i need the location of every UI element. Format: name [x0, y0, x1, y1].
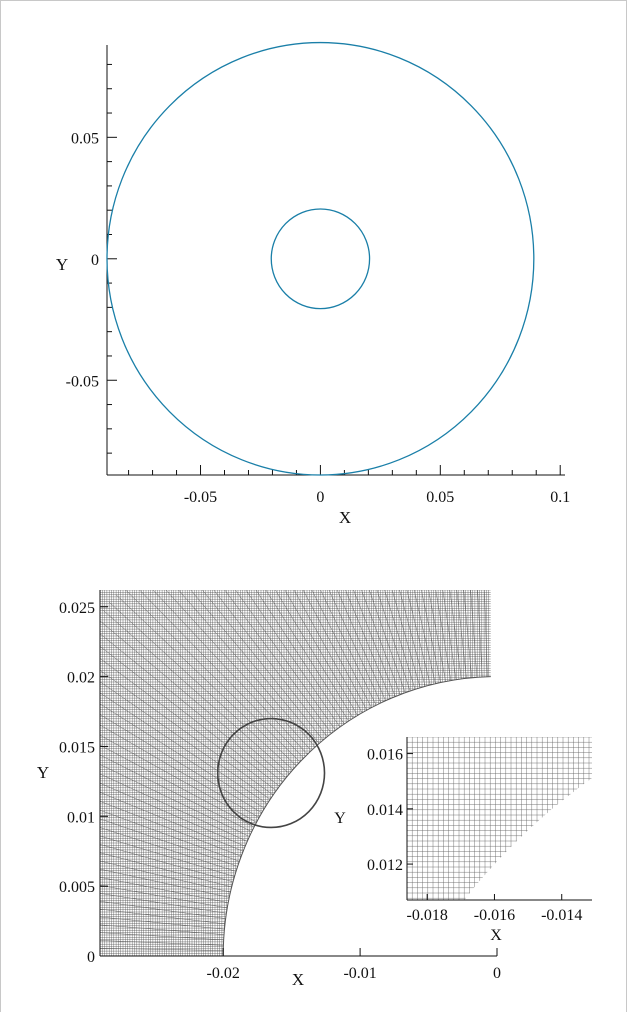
y-tick-label: 0.025	[59, 600, 95, 617]
inset-x-axis-label: X	[490, 927, 502, 944]
inset-mesh-lines	[407, 737, 592, 900]
tick-labels: -0.02 -0.01 0 0 0.005 0.01 0.015 0.02 0.025	[59, 600, 501, 982]
inset-mesh-grid	[407, 737, 592, 900]
inset-axes	[406, 737, 592, 901]
inset-y-tick-label: 0.016	[367, 747, 403, 764]
inset-y-axis-label: Y	[334, 810, 346, 827]
inset-y-tick-label: 0.012	[367, 857, 403, 874]
y-tick-label: -0.05	[66, 373, 99, 390]
inset-x-tick-label: -0.014	[541, 907, 582, 924]
tick-labels: -0.05 0 0.05 0.1 -0.05 0 0.05	[66, 130, 571, 506]
zoom-region-circle	[216, 717, 326, 829]
inset-x-tick-label: -0.016	[474, 907, 515, 924]
y-axis-label: Y	[56, 255, 68, 274]
inner-cylinder-circle	[270, 208, 371, 310]
y-tick-label: 0.02	[67, 670, 95, 687]
ticks	[107, 63, 561, 475]
inset-x-tick-label: -0.018	[407, 907, 448, 924]
y-axis-label: Y	[37, 763, 49, 782]
x-tick-label: -0.05	[184, 489, 217, 506]
y-tick-label: 0.005	[59, 879, 95, 896]
y-tick-label: 0	[87, 949, 95, 966]
x-tick-label: 0.1	[550, 489, 570, 506]
x-tick-label: -0.02	[207, 965, 240, 982]
x-axis-label: X	[339, 508, 351, 527]
x-tick-label: 0.05	[426, 489, 454, 506]
axes	[99, 590, 498, 957]
x-tick-label: -0.01	[343, 965, 376, 982]
y-tick-label: 0.01	[67, 809, 95, 826]
x-tick-label: 0	[493, 965, 501, 982]
cylinder-wall-arc	[222, 676, 491, 957]
x-tick-label: 0	[316, 489, 324, 506]
inset-y-tick-label: 0.014	[367, 802, 403, 819]
x-axis-label: X	[292, 970, 304, 989]
circle-geometry-chart: -0.05 0 0.05 0.1 -0.05 0 0.05 X Y	[56, 41, 571, 527]
y-tick-label: 0.05	[71, 130, 99, 147]
y-tick-label: 0	[91, 252, 99, 269]
axes	[106, 45, 565, 476]
outer-boundary-circle	[106, 41, 535, 476]
plot-series	[106, 41, 535, 476]
y-tick-label: 0.015	[59, 739, 95, 756]
inset-tick-labels: -0.018 -0.016 -0.014 0.012 0.014 0.016	[367, 747, 582, 924]
inset-zoom: -0.018 -0.016 -0.014 0.012 0.014 0.016 X Y	[334, 737, 592, 944]
